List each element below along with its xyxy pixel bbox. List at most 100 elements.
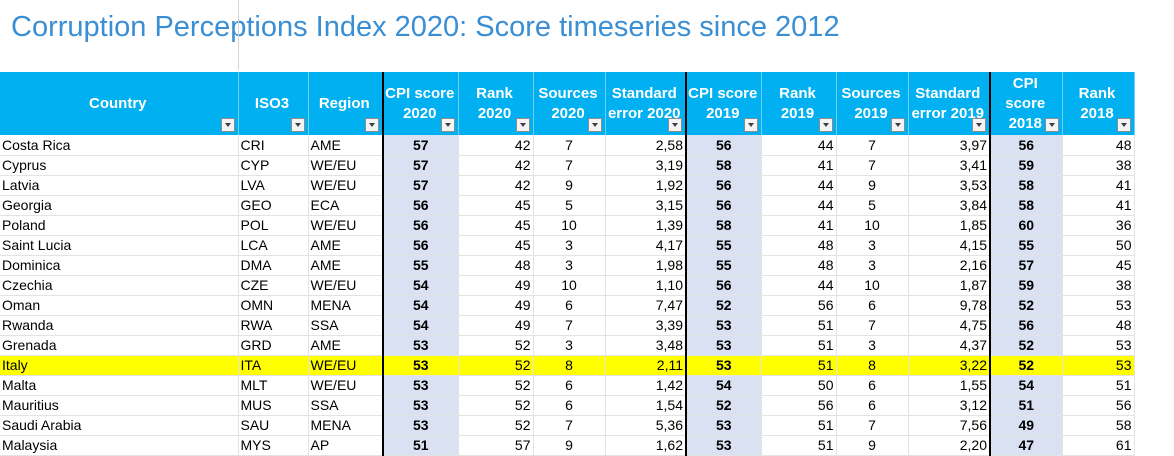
cell-region[interactable]: WE/EU	[308, 155, 384, 176]
cell-iso3[interactable]: POL	[238, 215, 309, 236]
cell-sources-2019[interactable]: 9	[836, 435, 909, 456]
cell-country[interactable]: Grenada	[0, 335, 239, 356]
cell-iso3[interactable]: GEO	[238, 195, 309, 216]
cell-sources-2019[interactable]: 7	[836, 135, 909, 156]
cell-rank-2019[interactable]: 48	[761, 235, 837, 256]
cell-sources-2020[interactable]: 7	[533, 155, 606, 176]
cell-sources-2019[interactable]: 3	[836, 335, 909, 356]
col-header-country[interactable]: Country	[0, 72, 239, 135]
cell-country[interactable]: Czechia	[0, 275, 239, 296]
cell-rank-2020[interactable]: 48	[458, 255, 534, 276]
cell-rank-2020[interactable]: 52	[458, 355, 534, 376]
cell-country[interactable]: Cyprus	[0, 155, 239, 176]
cell-cpi-2020[interactable]: 54	[382, 275, 459, 296]
cell-stderr-2019[interactable]: 1,85	[908, 215, 991, 236]
cell-rank-2020[interactable]: 49	[458, 295, 534, 316]
cell-stderr-2019[interactable]: 2,20	[908, 435, 991, 456]
cell-region[interactable]: WE/EU	[308, 275, 384, 296]
cell-rank-2018[interactable]: 41	[1062, 175, 1135, 196]
cell-rank-2020[interactable]: 45	[458, 195, 534, 216]
cell-region[interactable]: AP	[308, 435, 384, 456]
filter-dropdown-icon[interactable]	[743, 118, 758, 132]
cell-cpi-2018[interactable]: 54	[989, 375, 1063, 396]
cell-cpi-2018[interactable]: 58	[989, 175, 1063, 196]
cell-stderr-2019[interactable]: 3,12	[908, 395, 991, 416]
cell-stderr-2020[interactable]: 2,58	[605, 135, 687, 156]
cell-rank-2018[interactable]: 56	[1062, 395, 1135, 416]
cell-region[interactable]: AME	[308, 335, 384, 356]
cell-sources-2020[interactable]: 6	[533, 295, 606, 316]
cell-stderr-2019[interactable]: 3,22	[908, 355, 991, 376]
cell-rank-2020[interactable]: 52	[458, 395, 534, 416]
cell-region[interactable]: AME	[308, 235, 384, 256]
cell-sources-2020[interactable]: 7	[533, 135, 606, 156]
cell-cpi-2019[interactable]: 56	[685, 195, 762, 216]
cell-stderr-2020[interactable]: 3,15	[605, 195, 687, 216]
filter-dropdown-icon[interactable]	[515, 118, 530, 132]
cell-region[interactable]: MENA	[308, 415, 384, 436]
cell-stderr-2020[interactable]: 1,54	[605, 395, 687, 416]
cell-stderr-2019[interactable]: 4,15	[908, 235, 991, 256]
cell-rank-2020[interactable]: 49	[458, 315, 534, 336]
cell-iso3[interactable]: LCA	[238, 235, 309, 256]
cell-sources-2020[interactable]: 10	[533, 275, 606, 296]
cell-rank-2018[interactable]: 51	[1062, 375, 1135, 396]
cell-rank-2020[interactable]: 42	[458, 155, 534, 176]
cell-stderr-2019[interactable]: 3,41	[908, 155, 991, 176]
cell-cpi-2020[interactable]: 53	[382, 395, 459, 416]
cell-stderr-2020[interactable]: 3,39	[605, 315, 687, 336]
cell-region[interactable]: WE/EU	[308, 375, 384, 396]
cell-cpi-2018[interactable]: 57	[989, 255, 1063, 276]
cell-country[interactable]: Georgia	[0, 195, 239, 216]
cell-stderr-2019[interactable]: 4,37	[908, 335, 991, 356]
filter-dropdown-icon[interactable]	[365, 118, 379, 132]
cell-region[interactable]: AME	[308, 135, 384, 156]
col-header-sources-2019[interactable]: Sources 2019	[836, 72, 909, 135]
cell-country[interactable]: Italy	[0, 355, 239, 376]
cell-rank-2019[interactable]: 51	[761, 335, 837, 356]
cell-cpi-2018[interactable]: 58	[989, 195, 1063, 216]
cell-iso3[interactable]: CZE	[238, 275, 309, 296]
cell-cpi-2019[interactable]: 53	[685, 355, 762, 376]
cell-rank-2020[interactable]: 52	[458, 335, 534, 356]
cell-iso3[interactable]: MLT	[238, 375, 309, 396]
cell-sources-2019[interactable]: 10	[836, 275, 909, 296]
cell-sources-2020[interactable]: 5	[533, 195, 606, 216]
cell-cpi-2020[interactable]: 51	[382, 435, 459, 456]
cell-iso3[interactable]: MYS	[238, 435, 309, 456]
filter-dropdown-icon[interactable]	[220, 118, 235, 132]
cell-rank-2018[interactable]: 38	[1062, 275, 1135, 296]
cell-cpi-2019[interactable]: 54	[685, 375, 762, 396]
cell-cpi-2020[interactable]: 56	[382, 215, 459, 236]
cell-country[interactable]: Oman	[0, 295, 239, 316]
cell-cpi-2018[interactable]: 60	[989, 215, 1063, 236]
cell-cpi-2019[interactable]: 52	[685, 395, 762, 416]
filter-dropdown-icon[interactable]	[818, 118, 833, 132]
cell-cpi-2018[interactable]: 59	[989, 155, 1063, 176]
cell-region[interactable]: ECA	[308, 195, 384, 216]
cell-stderr-2019[interactable]: 9,78	[908, 295, 991, 316]
cell-rank-2019[interactable]: 41	[761, 155, 837, 176]
cell-rank-2019[interactable]: 51	[761, 415, 837, 436]
cell-cpi-2020[interactable]: 53	[382, 415, 459, 436]
cell-rank-2018[interactable]: 36	[1062, 215, 1135, 236]
cell-rank-2020[interactable]: 45	[458, 215, 534, 236]
cell-rank-2019[interactable]: 48	[761, 255, 837, 276]
cell-cpi-2018[interactable]: 56	[989, 315, 1063, 336]
cell-cpi-2019[interactable]: 56	[685, 275, 762, 296]
cell-sources-2020[interactable]: 6	[533, 395, 606, 416]
cell-cpi-2020[interactable]: 53	[382, 335, 459, 356]
cell-rank-2019[interactable]: 44	[761, 275, 837, 296]
cell-cpi-2020[interactable]: 57	[382, 135, 459, 156]
cell-cpi-2018[interactable]: 51	[989, 395, 1063, 416]
cell-cpi-2019[interactable]: 53	[685, 415, 762, 436]
cell-stderr-2019[interactable]: 7,56	[908, 415, 991, 436]
cell-sources-2019[interactable]: 7	[836, 415, 909, 436]
cell-cpi-2018[interactable]: 47	[989, 435, 1063, 456]
cell-region[interactable]: SSA	[308, 395, 384, 416]
cell-rank-2018[interactable]: 61	[1062, 435, 1135, 456]
cell-sources-2019[interactable]: 3	[836, 255, 909, 276]
cell-rank-2020[interactable]: 42	[458, 135, 534, 156]
filter-dropdown-icon[interactable]	[668, 118, 682, 132]
cell-cpi-2020[interactable]: 53	[382, 375, 459, 396]
